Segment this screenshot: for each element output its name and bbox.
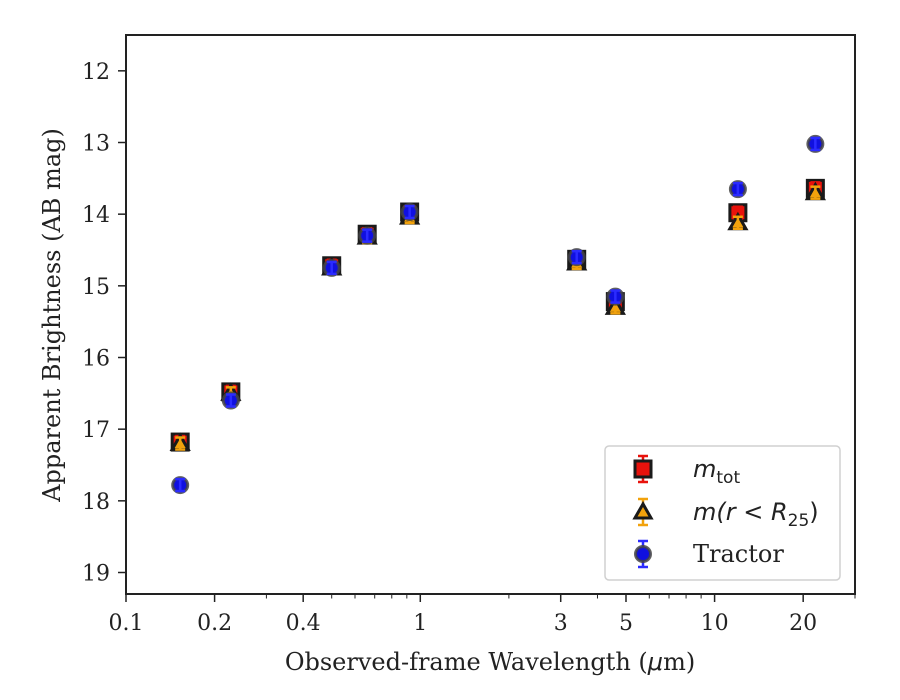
series-2-errorbar-3: [362, 228, 373, 243]
series-2-errorbar-1: [225, 393, 236, 408]
series-1-errorbar-7: [732, 215, 743, 231]
series-1-errorbar-8: [810, 185, 821, 200]
series-2-errorbar-6: [610, 289, 621, 304]
series-2-errorbar-7: [732, 181, 743, 197]
data-series: [169, 134, 826, 495]
series-2-errorbar-5: [571, 249, 582, 265]
y-tick-label-2: 14: [82, 203, 110, 228]
x-tick-label-5: 5: [619, 611, 633, 636]
y-axis-ticks: 12 13 14 15 16 17 18 19: [82, 60, 126, 587]
y-tick-label-0: 12: [82, 60, 110, 85]
legend-marker-1: [632, 500, 654, 520]
y-tick-label-5: 17: [82, 418, 110, 443]
series-2-errorbar-4: [404, 204, 415, 220]
y-tick-label-6: 18: [82, 490, 110, 515]
series-1-errorbar-0: [175, 436, 186, 451]
y-tick-label-7: 19: [82, 562, 110, 587]
series-2-errorbar-2: [326, 260, 337, 276]
legend-label-0: mtot: [693, 455, 740, 488]
y-tick-label-4: 16: [82, 347, 110, 372]
series-2-errorbar-8: [810, 136, 821, 152]
x-tick-label-6: 10: [701, 611, 729, 636]
legend-entry-1: m(r < R25): [632, 497, 819, 531]
y-axis-label: Apparent Brightness (AB mag): [38, 128, 66, 503]
x-tick-label-7: 20: [789, 611, 817, 636]
series-2: [171, 134, 825, 495]
legend-marker-2: [634, 545, 652, 563]
legend-label-2: Tractor: [693, 540, 784, 568]
legend-entry-2: Tractor: [634, 539, 784, 569]
legend: mtot m(r < R25) Tractor: [604, 445, 841, 581]
x-axis-ticks: 0.1 0.2 0.4 1 3 5 10 20: [109, 594, 856, 636]
legend-box: [604, 445, 841, 581]
legend-entry-0: mtot: [633, 454, 740, 488]
x-axis-label: Observed-frame Wavelength (μm): [285, 648, 695, 676]
x-tick-label-2: 0.4: [286, 611, 321, 636]
x-tick-label-3: 1: [413, 611, 427, 636]
series-0: [170, 178, 825, 452]
series-2-errorbar-0: [175, 477, 186, 493]
x-tick-label-4: 3: [554, 611, 568, 636]
legend-marker-0: [633, 459, 653, 479]
legend-label-1: m(r < R25): [693, 498, 819, 531]
plot-frame: [125, 34, 856, 595]
y-tick-label-3: 15: [82, 275, 110, 300]
y-tick-label-1: 13: [82, 132, 110, 157]
series-1: [169, 181, 826, 452]
x-tick-label-0: 0.1: [109, 611, 144, 636]
x-tick-label-1: 0.2: [197, 611, 232, 636]
